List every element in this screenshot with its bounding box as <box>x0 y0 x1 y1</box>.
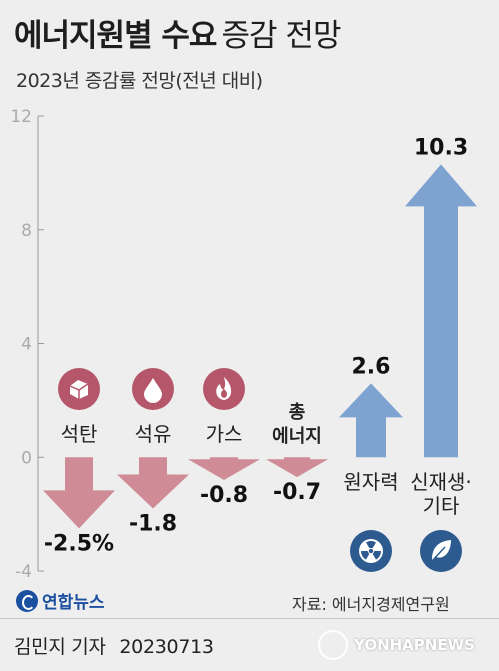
watermark-text: YONHAPNEWS <box>354 636 475 654</box>
y-tick-label: 8 <box>21 221 32 241</box>
reporter-name: 김민지 기자 <box>14 636 106 658</box>
value-label: -0.8 <box>200 483 248 508</box>
bar-1 <box>43 457 115 529</box>
category-label-line: 총 <box>289 402 306 423</box>
leaf-icon <box>420 530 462 572</box>
watermark: YONHAPNEWS <box>318 630 475 660</box>
yonhap-logo-icon <box>16 589 38 612</box>
y-tick-label: -4 <box>15 562 32 582</box>
category-label-line: 석탄 <box>61 422 98 446</box>
flame-icon <box>203 368 245 410</box>
bar-4 <box>266 457 328 478</box>
category-label: 석유 <box>135 422 172 446</box>
publish-date: 20230713 <box>119 636 214 658</box>
y-tick-label: 4 <box>21 335 32 355</box>
radiation-blade <box>372 551 381 560</box>
value-label: 2.6 <box>352 354 391 379</box>
chart-subtitle: 2023년 증감률 전망(전년 대비) <box>16 70 263 92</box>
category-label-line: 가스 <box>206 422 243 446</box>
flame-shape <box>216 377 232 400</box>
category-label-line: 석유 <box>135 422 172 446</box>
category-label-line: 신재생· <box>410 470 472 494</box>
category-label: 신재생· 기타 <box>410 470 472 518</box>
brand-name: 연합뉴스 <box>42 593 105 613</box>
leaf-vein <box>431 546 446 562</box>
radiation-blade <box>366 541 376 548</box>
title-bold: 에너지원별 수요 <box>14 18 217 54</box>
oil-drop-icon <box>132 368 174 410</box>
source-note: 자료: 에너지경제연구원 <box>292 595 450 614</box>
bar-2 <box>117 457 189 509</box>
byline: 김민지 기자 20230713 <box>14 632 214 659</box>
category-label-line: 원자력 <box>343 470 398 494</box>
radiation-blade <box>361 551 370 560</box>
flame-core <box>221 389 227 398</box>
bar-3 <box>188 457 260 480</box>
chart-title: 에너지원별 수요 증감 전망 <box>14 10 342 55</box>
title-light: 증감 전망 <box>221 18 342 54</box>
category-label: 가스 <box>206 422 243 446</box>
footer-divider <box>0 618 499 619</box>
value-label: 10.3 <box>414 135 468 160</box>
category-label-line: 기타 <box>423 494 460 518</box>
brand-logo: 연합뉴스 <box>16 588 105 613</box>
drop-shape <box>144 378 162 403</box>
y-tick-label: 0 <box>21 448 32 468</box>
value-label: -0.7 <box>273 480 321 505</box>
category-label: 원자력 <box>343 470 398 494</box>
coal-icon <box>58 368 100 410</box>
value-label: -1.8 <box>129 511 177 536</box>
value-label: -2.5% <box>44 531 114 556</box>
bar-6 <box>405 164 477 458</box>
category-label: 석탄 <box>61 422 98 446</box>
y-tick-label: 12 <box>10 107 32 127</box>
bar-5 <box>339 383 403 458</box>
radiation-center <box>368 548 374 554</box>
radiation-icon <box>350 530 392 572</box>
category-label-line: 에너지 <box>272 426 322 447</box>
watermark-logo-icon <box>318 630 348 660</box>
